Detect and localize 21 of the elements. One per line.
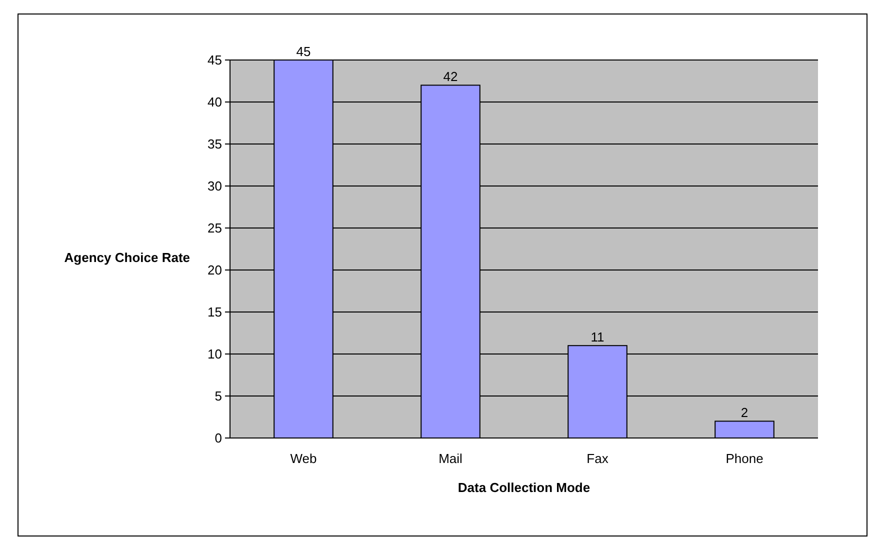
y-tick-label: 10	[208, 346, 222, 362]
y-tick-label: 15	[208, 304, 222, 320]
x-axis-title: Data Collection Mode	[458, 480, 590, 495]
data-label: 45	[296, 44, 311, 59]
data-label: 2	[740, 405, 748, 420]
bar	[714, 420, 774, 438]
y-tick-label: 45	[208, 52, 222, 68]
y-tick-label: 35	[208, 136, 222, 152]
x-tick-label: Fax	[586, 451, 609, 466]
x-tick-label: Mail	[438, 451, 463, 466]
y-tick-label: 20	[208, 262, 222, 278]
data-label: 11	[590, 330, 604, 345]
y-tick-label: 40	[208, 94, 222, 110]
y-tick-label: 25	[208, 220, 222, 236]
data-label: 42	[443, 69, 458, 84]
y-tick-label: 0	[214, 430, 222, 446]
y-axis-title: Agency Choice Rate	[64, 250, 190, 265]
y-tick-label: 5	[214, 388, 222, 404]
x-tick-label: Web	[290, 451, 317, 466]
y-tick-label: 30	[208, 178, 222, 194]
x-tick-label: Phone	[726, 451, 764, 466]
